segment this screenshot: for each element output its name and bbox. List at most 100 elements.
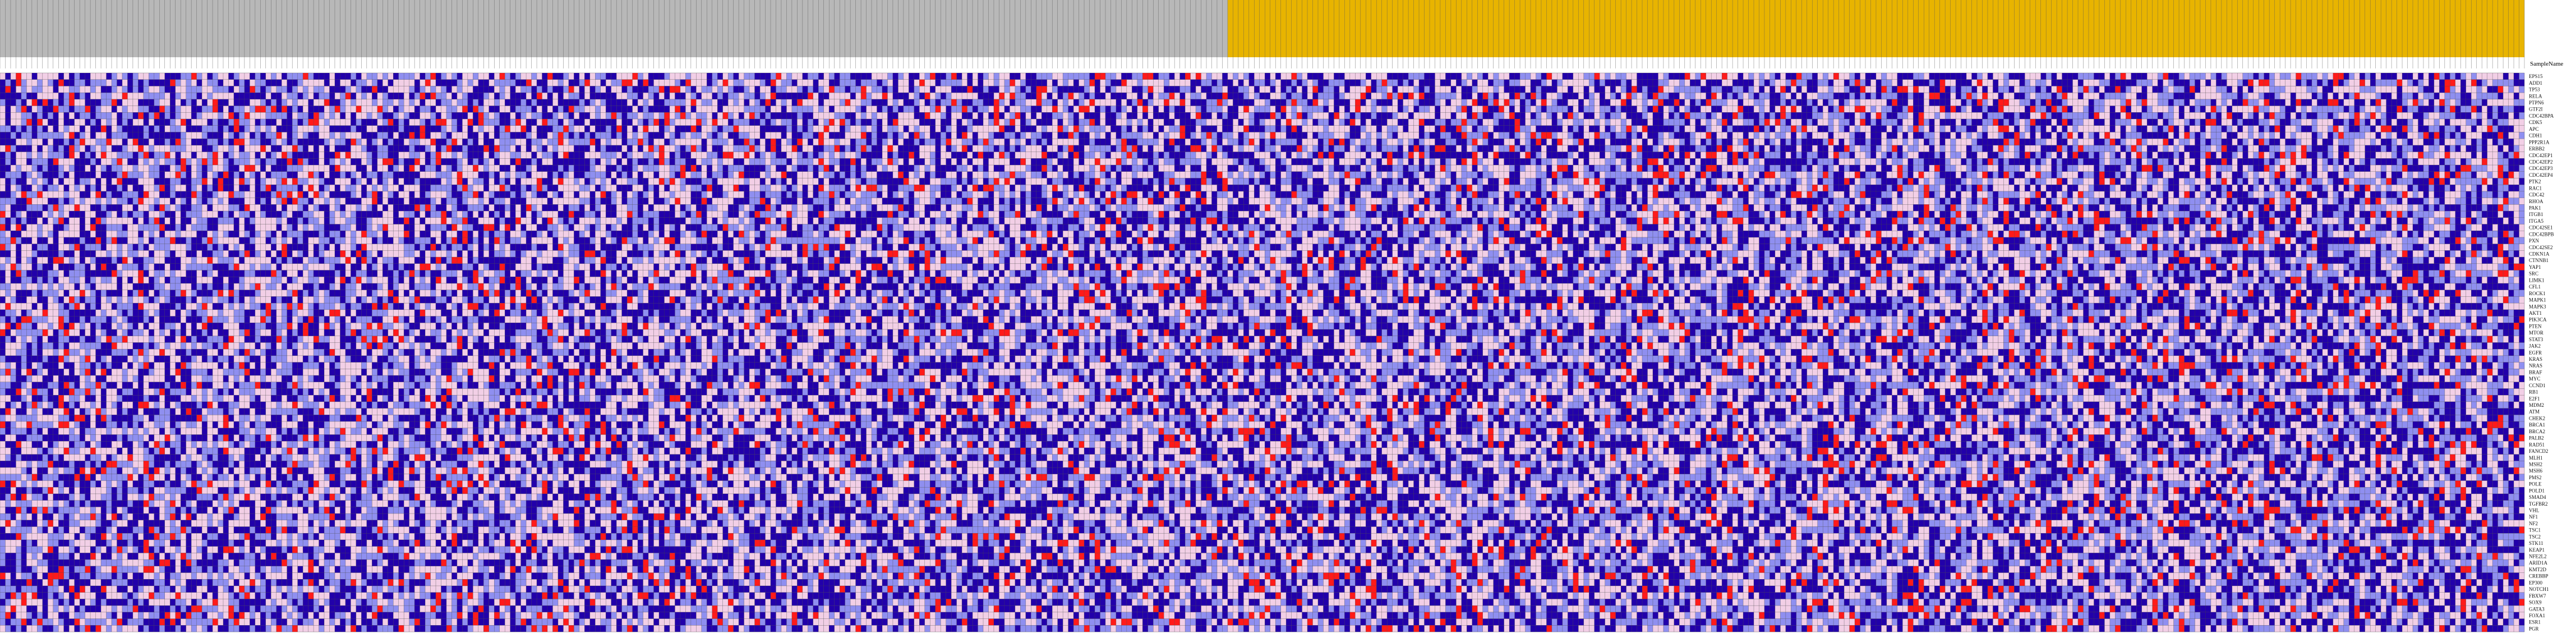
heatmap-cell xyxy=(1355,93,1361,99)
heatmap-cell xyxy=(903,86,909,93)
heatmap-cell xyxy=(1945,106,1951,113)
heatmap-cell xyxy=(760,125,766,132)
heatmap-cell xyxy=(956,73,962,80)
heatmap-cell xyxy=(999,125,1004,132)
heatmap-cell xyxy=(1711,73,1717,80)
heatmap-cell xyxy=(2328,93,2333,99)
heatmap-cell xyxy=(1025,99,1031,106)
heatmap-cell xyxy=(973,125,978,132)
heatmap-cell xyxy=(170,119,176,126)
heatmap-cell xyxy=(319,132,325,139)
heatmap-cell xyxy=(872,132,877,139)
heatmap-cell xyxy=(1738,99,1744,106)
heatmap-cell xyxy=(568,86,574,93)
heatmap-cell xyxy=(1875,112,1882,120)
heatmap-cell xyxy=(717,86,723,93)
heatmap-cell xyxy=(2051,93,2057,99)
heatmap-cell xyxy=(409,93,415,99)
heatmap-cell xyxy=(1961,86,1967,93)
heatmap-cell xyxy=(1833,112,1839,120)
heatmap-cell xyxy=(2444,86,2450,93)
heatmap-cell xyxy=(1823,119,1828,126)
heatmap-cell xyxy=(1307,86,1313,93)
heatmap-cell xyxy=(1036,112,1042,120)
heatmap-cell xyxy=(877,125,883,132)
heatmap-cell xyxy=(2094,73,2099,80)
heatmap-cell xyxy=(1833,93,1839,99)
heatmap-cell xyxy=(505,99,510,106)
heatmap-cell xyxy=(1323,99,1329,106)
heatmap-cell xyxy=(1317,125,1324,132)
heatmap-cell xyxy=(898,73,904,80)
heatmap-cell xyxy=(2088,99,2094,106)
heatmap-cell xyxy=(1807,119,1813,126)
heatmap-cell xyxy=(1100,106,1106,113)
heatmap-cell xyxy=(2136,99,2142,106)
heatmap-cell xyxy=(685,112,691,120)
heatmap-cell xyxy=(5,99,11,106)
heatmap-cell xyxy=(1206,79,1212,86)
heatmap-cell xyxy=(2402,86,2408,93)
heatmap-cell xyxy=(1371,125,1377,132)
heatmap-cell xyxy=(2158,73,2163,80)
heatmap-cell xyxy=(1551,112,1557,120)
heatmap-cell xyxy=(2168,79,2174,86)
heatmap-cell xyxy=(2221,86,2227,93)
heatmap-cell xyxy=(675,86,680,93)
heatmap-cell xyxy=(2370,125,2376,132)
heatmap-cell xyxy=(1865,125,1871,132)
heatmap-cell xyxy=(2460,99,2466,106)
heatmap-cell xyxy=(1514,93,1520,99)
heatmap-cell xyxy=(1499,99,1504,106)
heatmap-cell xyxy=(1312,125,1319,132)
heatmap-cell xyxy=(1993,119,1998,126)
heatmap-cell xyxy=(1185,86,1191,93)
heatmap-cell xyxy=(2173,99,2179,106)
heatmap-cell xyxy=(866,86,872,93)
heatmap-cell xyxy=(1424,73,1430,80)
heatmap-cell xyxy=(1323,125,1329,132)
heatmap-cell xyxy=(786,112,792,120)
heatmap-cell xyxy=(914,106,920,113)
heatmap-cell xyxy=(106,73,112,80)
heatmap-cell xyxy=(2200,73,2206,80)
heatmap-cell xyxy=(58,86,64,93)
heatmap-cell xyxy=(1679,125,1685,132)
heatmap-cell xyxy=(196,86,202,93)
heatmap-cell xyxy=(760,106,766,113)
heatmap-cell xyxy=(1190,106,1196,113)
heatmap-cell xyxy=(1828,106,1834,113)
heatmap-cell xyxy=(175,93,181,99)
heatmap-cell xyxy=(1042,93,1047,99)
heatmap-cell xyxy=(2152,86,2158,93)
heatmap-cell xyxy=(696,99,702,106)
heatmap-cell xyxy=(1020,99,1026,106)
heatmap-cell xyxy=(58,112,64,120)
heatmap-cell xyxy=(930,106,936,113)
heatmap-cell xyxy=(1010,125,1015,132)
heatmap-cell xyxy=(1031,86,1036,93)
heatmap-cell xyxy=(1387,125,1393,132)
heatmap-cell xyxy=(314,112,319,120)
heatmap-cell xyxy=(398,99,404,106)
heatmap-cell xyxy=(1849,125,1855,132)
heatmap-cell xyxy=(589,86,596,93)
heatmap-cell xyxy=(265,93,271,99)
heatmap-cell xyxy=(154,79,160,86)
heatmap-cell xyxy=(2253,93,2259,99)
heatmap-cell xyxy=(653,106,660,113)
heatmap-cell xyxy=(1110,106,1116,113)
heatmap-cell xyxy=(2280,93,2285,99)
heatmap-cell xyxy=(1142,119,1148,126)
heatmap-cell xyxy=(1174,125,1180,132)
heatmap-cell xyxy=(1605,112,1611,120)
heatmap-cell xyxy=(409,73,415,80)
heatmap-cell xyxy=(2291,99,2296,106)
heatmap-cell xyxy=(1504,119,1510,126)
heatmap-cell xyxy=(632,79,638,86)
heatmap-cell xyxy=(0,99,6,106)
heatmap-cell xyxy=(568,119,574,126)
heatmap-cell xyxy=(2418,125,2424,132)
heatmap-cell xyxy=(2008,86,2015,93)
